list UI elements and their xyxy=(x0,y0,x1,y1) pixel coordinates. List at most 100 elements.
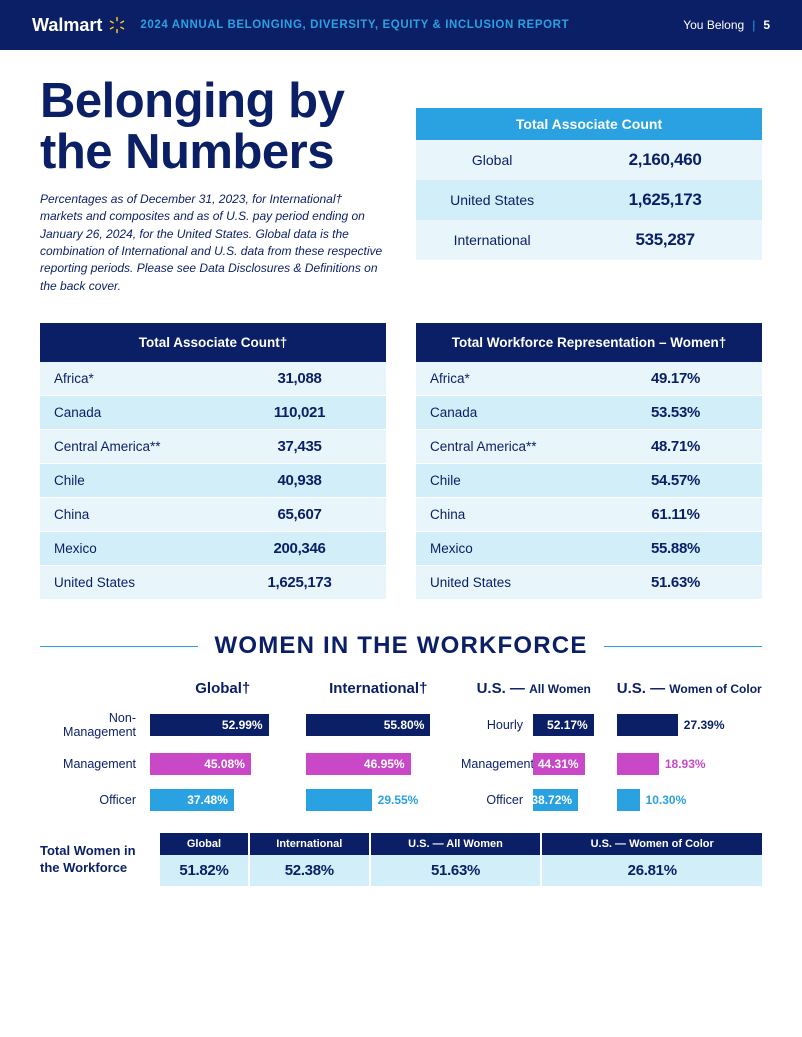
chart-row-label: Hourly xyxy=(461,718,527,732)
bar: 44.31% xyxy=(533,753,585,775)
totals-table: GlobalInternationalU.S. — All WomenU.S. … xyxy=(160,833,762,886)
bar-value-label: 29.55% xyxy=(378,793,419,807)
bar: 45.08% xyxy=(150,753,251,775)
bar xyxy=(306,789,372,811)
table-row: Chile40,938 xyxy=(40,464,386,498)
totals-col-head: Global xyxy=(160,833,249,855)
bar: 52.17% xyxy=(533,714,594,736)
page-number: 5 xyxy=(763,18,770,32)
summary-head: Total Associate Count xyxy=(416,108,762,140)
table-row: Africa*49.17% xyxy=(416,362,762,396)
bar: 46.95% xyxy=(306,753,411,775)
totals-col-head: International xyxy=(249,833,370,855)
chart-row-label: Non-Management xyxy=(40,711,140,739)
bar-cell: Management 44.31% xyxy=(461,753,607,775)
region-tables: Total Associate Count† Africa*31,088Cana… xyxy=(40,323,762,600)
hero-row: Belonging by the Numbers Percentages as … xyxy=(40,70,762,295)
table-row: Central America**48.71% xyxy=(416,430,762,464)
chart-row-label: Officer xyxy=(461,793,527,807)
table-row: Africa*31,088 xyxy=(40,362,386,396)
summary-row: Global2,160,460 xyxy=(416,140,762,180)
rule-right xyxy=(604,646,762,647)
summary-row: International535,287 xyxy=(416,220,762,260)
summary-label: United States xyxy=(416,180,568,220)
chart-head-intl: International† xyxy=(306,680,452,697)
bar-cell: 52.99% xyxy=(150,714,296,736)
region-label: Central America** xyxy=(416,430,589,464)
brand: Walmart xyxy=(32,15,126,36)
chart-row-label: Officer xyxy=(40,793,140,807)
summary-label: International xyxy=(416,220,568,260)
header-bar: Walmart 2024 ANNUAL BELONGING, DIVERSITY… xyxy=(0,0,802,50)
table-row: Canada110,021 xyxy=(40,396,386,430)
table-row: Mexico200,346 xyxy=(40,532,386,566)
totals-value: 52.38% xyxy=(249,855,370,886)
region-value: 54.57% xyxy=(589,464,762,498)
region-women-head: Total Workforce Representation – Women† xyxy=(416,323,762,362)
bar-value-label: 10.30% xyxy=(646,793,687,807)
totals-value: 26.81% xyxy=(541,855,762,886)
region-value: 55.88% xyxy=(589,532,762,566)
chart-head-us-woc: U.S. — Women of Color xyxy=(617,680,763,697)
page: Walmart 2024 ANNUAL BELONGING, DIVERSITY… xyxy=(0,0,802,1037)
table-row: Mexico55.88% xyxy=(416,532,762,566)
region-count-table: Total Associate Count† Africa*31,088Cana… xyxy=(40,323,386,600)
separator: | xyxy=(752,18,755,32)
table-row: Central America**37,435 xyxy=(40,430,386,464)
table-row: Canada53.53% xyxy=(416,396,762,430)
bar xyxy=(617,789,640,811)
table-row: United States51.63% xyxy=(416,566,762,600)
bar-cell: 46.95% xyxy=(306,753,452,775)
summary-label: Global xyxy=(416,140,568,180)
region-value: 49.17% xyxy=(589,362,762,396)
hero-right: Total Associate Count Global2,160,460Uni… xyxy=(416,70,762,260)
bar xyxy=(617,714,678,736)
bar xyxy=(617,753,659,775)
totals-col-head: U.S. — All Women xyxy=(370,833,542,855)
rule-left xyxy=(40,646,198,647)
region-label: Chile xyxy=(416,464,589,498)
brand-name: Walmart xyxy=(32,15,102,36)
region-value: 51.63% xyxy=(589,566,762,600)
table-row: China65,607 xyxy=(40,498,386,532)
region-value: 31,088 xyxy=(213,362,386,396)
bar-cell: 37.48% xyxy=(150,789,296,811)
region-value: 65,607 xyxy=(213,498,386,532)
region-label: Mexico xyxy=(40,532,213,566)
section-name: You Belong xyxy=(683,18,744,32)
charts-grid: Global† International† U.S. — All Women … xyxy=(40,680,762,811)
summary-value: 1,625,173 xyxy=(568,180,762,220)
bar-cell: 27.39% xyxy=(617,714,763,736)
region-label: Canada xyxy=(40,396,213,430)
spark-icon xyxy=(108,16,126,34)
summary-value: 2,160,460 xyxy=(568,140,762,180)
region-label: China xyxy=(416,498,589,532)
region-value: 1,625,173 xyxy=(213,566,386,600)
page-title: Belonging by the Numbers xyxy=(40,76,386,179)
table-row: United States1,625,173 xyxy=(40,566,386,600)
table-row: Chile54.57% xyxy=(416,464,762,498)
bar-cell: 55.80% xyxy=(306,714,452,736)
chart-row-label: Management xyxy=(461,757,527,771)
chart-head-global: Global† xyxy=(150,680,296,697)
totals-caption: Total Women in the Workforce xyxy=(40,843,150,876)
region-label: Chile xyxy=(40,464,213,498)
region-value: 48.71% xyxy=(589,430,762,464)
region-value: 40,938 xyxy=(213,464,386,498)
bar: 38.72% xyxy=(533,789,578,811)
content: Belonging by the Numbers Percentages as … xyxy=(0,50,802,916)
table-row: China61.11% xyxy=(416,498,762,532)
bar: 37.48% xyxy=(150,789,234,811)
summary-table: Total Associate Count Global2,160,460Uni… xyxy=(416,108,762,260)
region-value: 53.53% xyxy=(589,396,762,430)
region-women-table: Total Workforce Representation – Women† … xyxy=(416,323,762,600)
bar-value-label: 18.93% xyxy=(665,757,706,771)
region-count-head: Total Associate Count† xyxy=(40,323,386,362)
report-title: 2024 ANNUAL BELONGING, DIVERSITY, EQUITY… xyxy=(140,19,569,31)
region-label: Africa* xyxy=(416,362,589,396)
region-value: 61.11% xyxy=(589,498,762,532)
region-label: Africa* xyxy=(40,362,213,396)
bar-cell: 29.55% xyxy=(306,789,452,811)
summary-value: 535,287 xyxy=(568,220,762,260)
region-label: Canada xyxy=(416,396,589,430)
